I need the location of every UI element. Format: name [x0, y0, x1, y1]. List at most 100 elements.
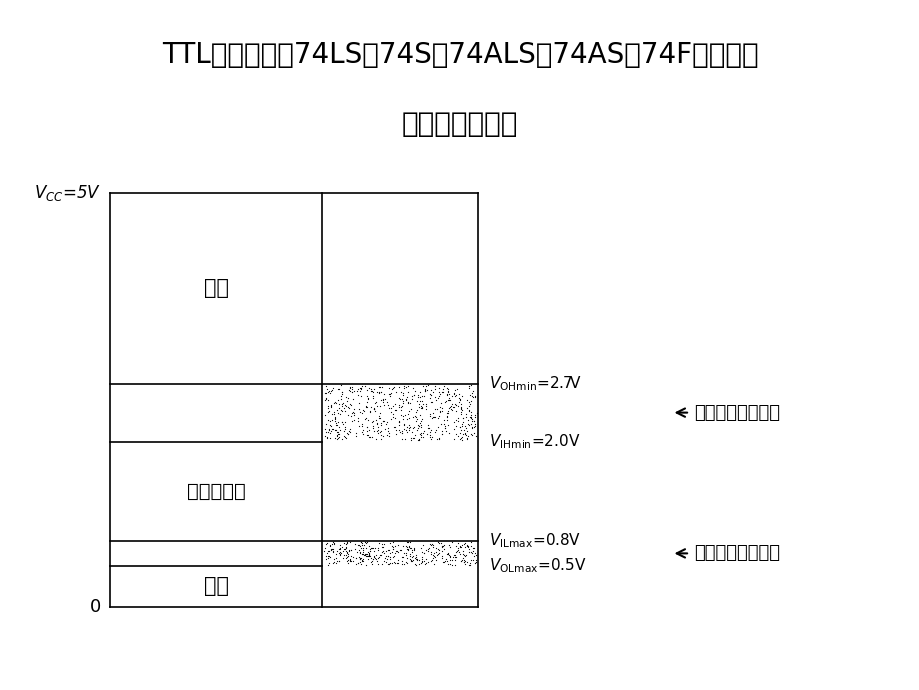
Point [410, 434, 425, 445]
Point [428, 395, 443, 406]
Point [388, 413, 403, 424]
Point [448, 541, 463, 552]
Point [452, 394, 467, 405]
Point [376, 546, 391, 557]
Point [325, 557, 340, 568]
Point [337, 431, 352, 442]
Point [414, 553, 429, 564]
Point [389, 428, 403, 440]
Point [327, 411, 342, 422]
Point [353, 382, 368, 393]
Point [440, 386, 455, 397]
Point [460, 401, 475, 412]
Point [343, 555, 357, 566]
Point [456, 412, 471, 423]
Point [448, 547, 463, 558]
Point [373, 386, 388, 397]
Point [424, 424, 438, 435]
Point [392, 410, 407, 421]
Point [351, 403, 366, 414]
Point [400, 537, 414, 548]
Point [424, 555, 438, 566]
Point [442, 551, 457, 562]
Point [373, 400, 388, 411]
Point [427, 380, 442, 391]
Point [332, 547, 346, 558]
Point [455, 540, 470, 551]
Text: 不正常状态: 不正常状态 [187, 482, 245, 501]
Point [373, 430, 388, 441]
Point [448, 560, 462, 571]
Point [437, 557, 451, 568]
Point [385, 412, 400, 423]
Point [399, 395, 414, 406]
Point [320, 426, 335, 437]
Point [338, 542, 353, 553]
Point [406, 544, 421, 555]
Point [404, 555, 419, 566]
Point [354, 540, 369, 551]
Point [407, 553, 422, 564]
Point [323, 416, 337, 427]
Point [357, 380, 372, 391]
Point [384, 540, 399, 551]
Point [467, 419, 482, 430]
Point [391, 400, 406, 411]
Point [413, 417, 427, 428]
Point [436, 544, 450, 555]
Point [361, 550, 376, 561]
Point [400, 543, 414, 554]
Point [467, 557, 482, 568]
Point [345, 382, 359, 393]
Point [356, 550, 370, 561]
Point [419, 384, 434, 395]
Point [318, 388, 333, 399]
Point [334, 406, 348, 417]
Point [431, 548, 446, 559]
Point [379, 417, 393, 428]
Point [375, 430, 390, 441]
Point [385, 552, 400, 563]
Point [375, 393, 390, 404]
Point [380, 551, 395, 562]
Point [381, 544, 396, 555]
Point [399, 542, 414, 553]
Point [341, 425, 356, 436]
Point [351, 413, 366, 424]
Point [447, 384, 461, 395]
Point [335, 398, 350, 409]
Point [395, 390, 410, 401]
Point [339, 547, 354, 558]
Point [432, 388, 447, 400]
Point [346, 404, 361, 415]
Point [334, 541, 348, 552]
Point [337, 423, 352, 434]
Point [320, 432, 335, 443]
Point [412, 428, 426, 440]
Point [403, 543, 417, 554]
Point [351, 539, 366, 550]
Point [353, 542, 368, 553]
Point [444, 555, 459, 566]
Point [369, 426, 384, 437]
Point [401, 420, 415, 431]
Point [350, 415, 365, 426]
Point [329, 417, 344, 428]
Point [436, 557, 450, 568]
Point [363, 431, 378, 442]
Point [356, 544, 370, 555]
Point [333, 380, 347, 391]
Point [465, 392, 480, 403]
Point [365, 554, 380, 565]
Point [416, 547, 431, 558]
Point [356, 556, 370, 567]
Point [373, 425, 388, 436]
Point [442, 559, 457, 570]
Point [435, 402, 449, 413]
Point [453, 404, 468, 415]
Point [413, 415, 427, 426]
Point [457, 428, 471, 439]
Point [415, 398, 430, 409]
Point [441, 427, 456, 438]
Point [351, 558, 366, 569]
